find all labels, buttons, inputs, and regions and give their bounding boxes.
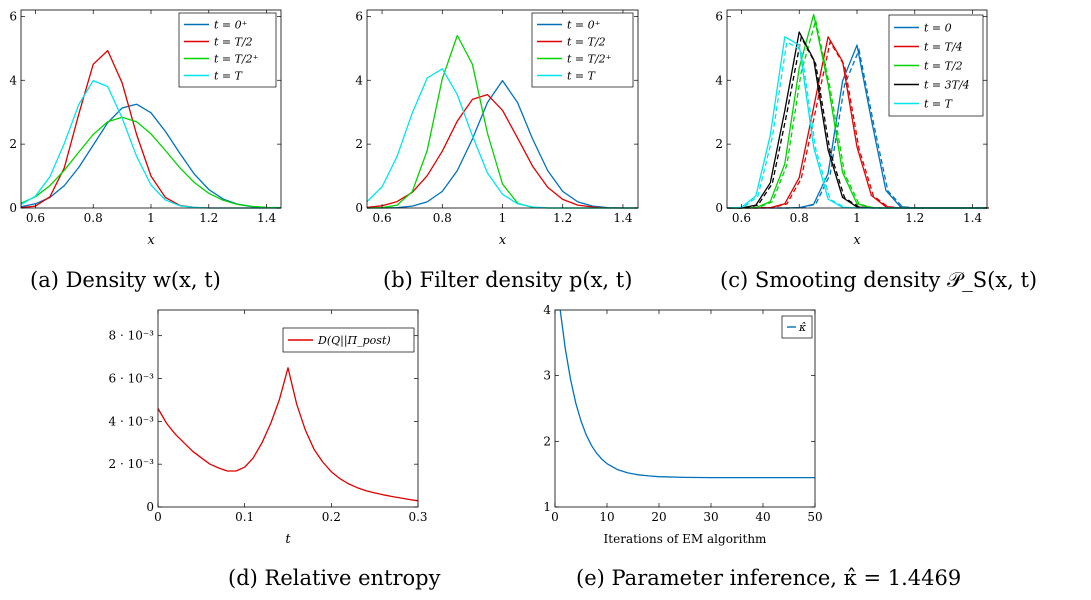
x-tick-label: 0.2: [322, 510, 341, 524]
x-tick-label: 0.8: [790, 211, 809, 225]
x-tick-label: 20: [651, 510, 666, 524]
x-tick-label: 1: [853, 211, 861, 225]
legend: t = 0⁺ t = T/2 t = T/2⁺ t = T: [531, 12, 634, 88]
y-tick-label: 0: [146, 500, 154, 514]
x-tick-label: 10: [599, 510, 614, 524]
caption-e: (e) Parameter inference, κ̂ = 1.4469: [576, 566, 962, 590]
x-tick-label: 0.1: [235, 510, 254, 524]
legend-label: t = T/4: [924, 41, 963, 54]
x-axis-label: x: [147, 233, 155, 248]
x-tick-label: 1.2: [199, 211, 218, 225]
legend-label: t = T/2: [567, 36, 606, 49]
legend-box: [178, 12, 277, 88]
x-tick-label: 1.4: [257, 211, 276, 225]
x-tick-label: 30: [703, 510, 718, 524]
caption-c: (c) Smooting density 𝒫_S(x, t): [720, 268, 1038, 292]
legend-label: t = T: [567, 70, 597, 83]
legend-label: t = T/2: [214, 36, 253, 49]
x-axis-label: t: [285, 532, 291, 547]
chart-e: 0 10 20 30 40 50 1 2 3 4 Iterations of EM algorith…: [543, 303, 822, 546]
y-tick-label: 4: [9, 73, 17, 87]
y-tick-label: 0: [715, 201, 723, 215]
y-tick-label: 2: [543, 434, 551, 448]
legend-box: [531, 12, 634, 88]
x-tick-label: 1.2: [905, 211, 924, 225]
legend-label: t = T: [214, 70, 244, 83]
x-axis-label: x: [499, 233, 507, 248]
series-line: [157, 367, 419, 502]
y-tick-label: 2: [355, 137, 363, 151]
legend-label: t = 0: [924, 22, 952, 35]
legend: t = 0⁺ t = T/2 t = T/2⁺ t = T: [178, 12, 277, 88]
x-tick-label: 0.6: [732, 211, 751, 225]
chart-d: 0 0.1 0.2 0.3 0 2 · 10⁻³ 4 · 10⁻³ 6 · 10⁻³ 8 · 1…: [109, 309, 428, 547]
series-line: [20, 116, 282, 209]
x-tick-label: 0.6: [26, 211, 45, 225]
y-tick-label: 6: [715, 9, 723, 23]
legend: D(Q||Π_post): [282, 327, 415, 353]
legend-label: t = 0⁺: [567, 19, 601, 32]
y-tick-label: 0: [355, 201, 363, 215]
y-tick-label: 6: [9, 9, 17, 23]
plot-frame: [157, 309, 419, 508]
legend-label: t = 3T/4: [924, 79, 970, 92]
legend-label: t = T/2⁺: [214, 53, 259, 66]
series-line: [366, 93, 638, 209]
caption-b: (b) Filter density p(x, t): [383, 268, 633, 292]
y-tick-label: 6 · 10⁻³: [109, 372, 155, 386]
y-tick-label: 2: [715, 137, 723, 151]
x-tick-label: 0: [551, 510, 559, 524]
legend-label: t = T: [924, 98, 954, 111]
legend-box: [781, 315, 813, 339]
x-tick-label: 1.4: [613, 211, 632, 225]
x-tick-label: 0: [154, 510, 162, 524]
series-line: [367, 79, 638, 209]
y-tick-label: 4: [543, 303, 551, 317]
x-tick-label: 0.6: [373, 211, 392, 225]
legend-label: t = T/2⁺: [567, 53, 612, 66]
legend-label: t = T/2: [924, 60, 963, 73]
legend: κ̂: [781, 315, 813, 339]
plot-frame: [554, 309, 816, 508]
y-tick-label: 4: [355, 73, 363, 87]
x-tick-label: 1.2: [553, 211, 572, 225]
y-tick-label: 3: [543, 369, 551, 383]
x-tick-label: 0.8: [84, 211, 103, 225]
x-tick-label: 50: [807, 510, 822, 524]
x-tick-label: 1: [147, 211, 155, 225]
legend-label: t = 0⁺: [214, 19, 248, 32]
legend-label: D(Q||Π_post): [317, 334, 391, 348]
y-tick-label: 4: [715, 73, 723, 87]
x-tick-label: 0.8: [433, 211, 452, 225]
series-line: [366, 68, 638, 209]
y-tick-label: 8 · 10⁻³: [109, 329, 155, 343]
y-tick-label: 4 · 10⁻³: [109, 414, 155, 428]
y-tick-label: 0: [9, 201, 17, 215]
x-axis-label: Iterations of EM algorithm: [604, 532, 768, 546]
legend: t = 0 t = T/4 t = T/2 t = 3T/4 t = T: [888, 14, 984, 117]
x-axis-label: x: [853, 233, 861, 248]
y-tick-label: 2: [9, 137, 17, 151]
y-tick-label: 6: [355, 9, 363, 23]
x-tick-label: 0.3: [408, 510, 427, 524]
x-tick-label: 1: [499, 211, 507, 225]
caption-a: (a) Density w(x, t): [30, 268, 221, 292]
series-line: [559, 309, 815, 479]
caption-d: (d) Relative entropy: [228, 566, 441, 590]
x-tick-label: 1.4: [963, 211, 982, 225]
legend-label: κ̂: [798, 321, 807, 334]
series-line: [20, 103, 282, 209]
x-tick-label: 40: [755, 510, 770, 524]
y-tick-label: 2 · 10⁻³: [109, 457, 155, 471]
y-tick-label: 1: [543, 500, 551, 514]
